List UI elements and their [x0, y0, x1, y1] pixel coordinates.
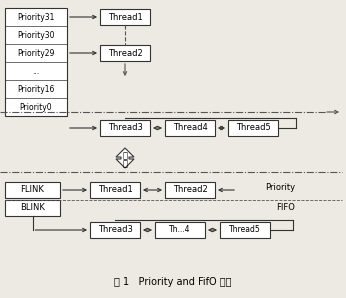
Text: 图 1   Priority and FifO 实现: 图 1 Priority and FifO 实现 [114, 277, 232, 287]
Text: Thread3: Thread3 [108, 123, 143, 133]
Bar [155, 222, 205, 238]
Bar [90, 222, 140, 238]
Text: Thread2: Thread2 [173, 185, 207, 195]
Text: Thread5: Thread5 [236, 123, 270, 133]
Bar [228, 120, 278, 136]
Text: Priority16: Priority16 [17, 85, 55, 94]
Polygon shape [116, 148, 134, 168]
Bar [100, 45, 150, 61]
Text: Thread2: Thread2 [108, 49, 142, 58]
Text: Priority31: Priority31 [17, 13, 55, 21]
Bar [165, 120, 215, 136]
Text: 上: 上 [122, 151, 127, 161]
Bar [100, 9, 150, 25]
Text: Priority0: Priority0 [20, 103, 52, 111]
Bar [5, 8, 67, 116]
Text: Priority29: Priority29 [17, 49, 55, 58]
Text: Thread1: Thread1 [108, 13, 142, 21]
Text: BLINK: BLINK [20, 204, 45, 212]
Text: Thread5: Thread5 [229, 226, 261, 235]
Bar [5, 200, 60, 216]
Text: 下: 下 [122, 159, 127, 168]
Bar [90, 182, 140, 198]
Text: FIFO: FIFO [276, 203, 295, 212]
Text: Thread3: Thread3 [98, 226, 133, 235]
Text: Priority: Priority [265, 184, 295, 193]
Bar [220, 222, 270, 238]
Text: ...: ... [33, 66, 39, 75]
Bar [165, 182, 215, 198]
Text: Priority30: Priority30 [17, 30, 55, 40]
Text: FLINK: FLINK [20, 185, 44, 195]
Text: Thread4: Thread4 [173, 123, 207, 133]
Text: Thread1: Thread1 [98, 185, 133, 195]
Bar [100, 120, 150, 136]
Bar [5, 182, 60, 198]
Text: Th...4: Th...4 [169, 226, 191, 235]
